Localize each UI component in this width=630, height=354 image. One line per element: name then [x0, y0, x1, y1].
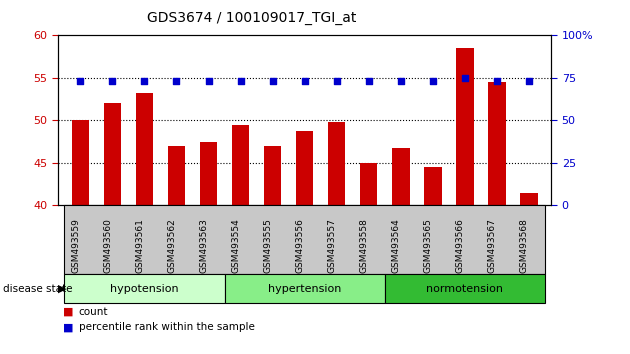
Point	[364, 79, 374, 84]
Point	[331, 79, 341, 84]
Bar	[168, 146, 185, 205]
Text: normotension: normotension	[427, 284, 503, 293]
Text: GSM493556: GSM493556	[295, 218, 305, 273]
Bar	[200, 142, 217, 205]
Text: GDS3674 / 100109017_TGI_at: GDS3674 / 100109017_TGI_at	[147, 11, 357, 25]
Text: hypertension: hypertension	[268, 284, 341, 293]
Point	[524, 79, 534, 84]
Text: GSM493563: GSM493563	[200, 218, 209, 273]
Bar	[328, 122, 345, 205]
Bar	[456, 48, 474, 205]
Text: percentile rank within the sample: percentile rank within the sample	[79, 322, 255, 332]
Text: count: count	[79, 307, 108, 316]
Point	[107, 79, 117, 84]
Text: disease state: disease state	[3, 284, 72, 293]
Text: GSM493567: GSM493567	[488, 218, 497, 273]
Text: GSM493555: GSM493555	[263, 218, 273, 273]
Text: GSM493558: GSM493558	[360, 218, 369, 273]
Text: ■: ■	[63, 322, 74, 332]
Text: GSM493566: GSM493566	[455, 218, 465, 273]
Bar	[488, 82, 506, 205]
Point	[428, 79, 438, 84]
Text: GSM493560: GSM493560	[103, 218, 112, 273]
Bar	[103, 103, 121, 205]
Point	[396, 79, 406, 84]
Text: ■: ■	[63, 307, 74, 316]
Point	[492, 79, 502, 84]
Text: GSM493561: GSM493561	[135, 218, 144, 273]
Text: GSM493562: GSM493562	[168, 218, 176, 273]
Text: GSM493565: GSM493565	[424, 218, 433, 273]
Bar	[360, 163, 377, 205]
Point	[236, 79, 246, 84]
Bar	[135, 93, 153, 205]
Bar	[392, 148, 410, 205]
Bar	[424, 167, 442, 205]
Point	[203, 79, 214, 84]
Text: GSM493568: GSM493568	[520, 218, 529, 273]
Text: ▶: ▶	[58, 284, 66, 293]
Point	[460, 75, 470, 81]
Point	[76, 79, 86, 84]
Point	[300, 79, 310, 84]
Text: GSM493557: GSM493557	[328, 218, 336, 273]
Text: hypotension: hypotension	[110, 284, 179, 293]
Bar	[296, 131, 313, 205]
Bar	[72, 120, 89, 205]
Bar	[264, 146, 282, 205]
Text: GSM493559: GSM493559	[71, 218, 81, 273]
Bar	[232, 125, 249, 205]
Text: GSM493554: GSM493554	[232, 218, 241, 273]
Point	[171, 79, 181, 84]
Text: GSM493564: GSM493564	[392, 218, 401, 273]
Point	[268, 79, 278, 84]
Point	[139, 79, 149, 84]
Bar	[520, 193, 537, 205]
